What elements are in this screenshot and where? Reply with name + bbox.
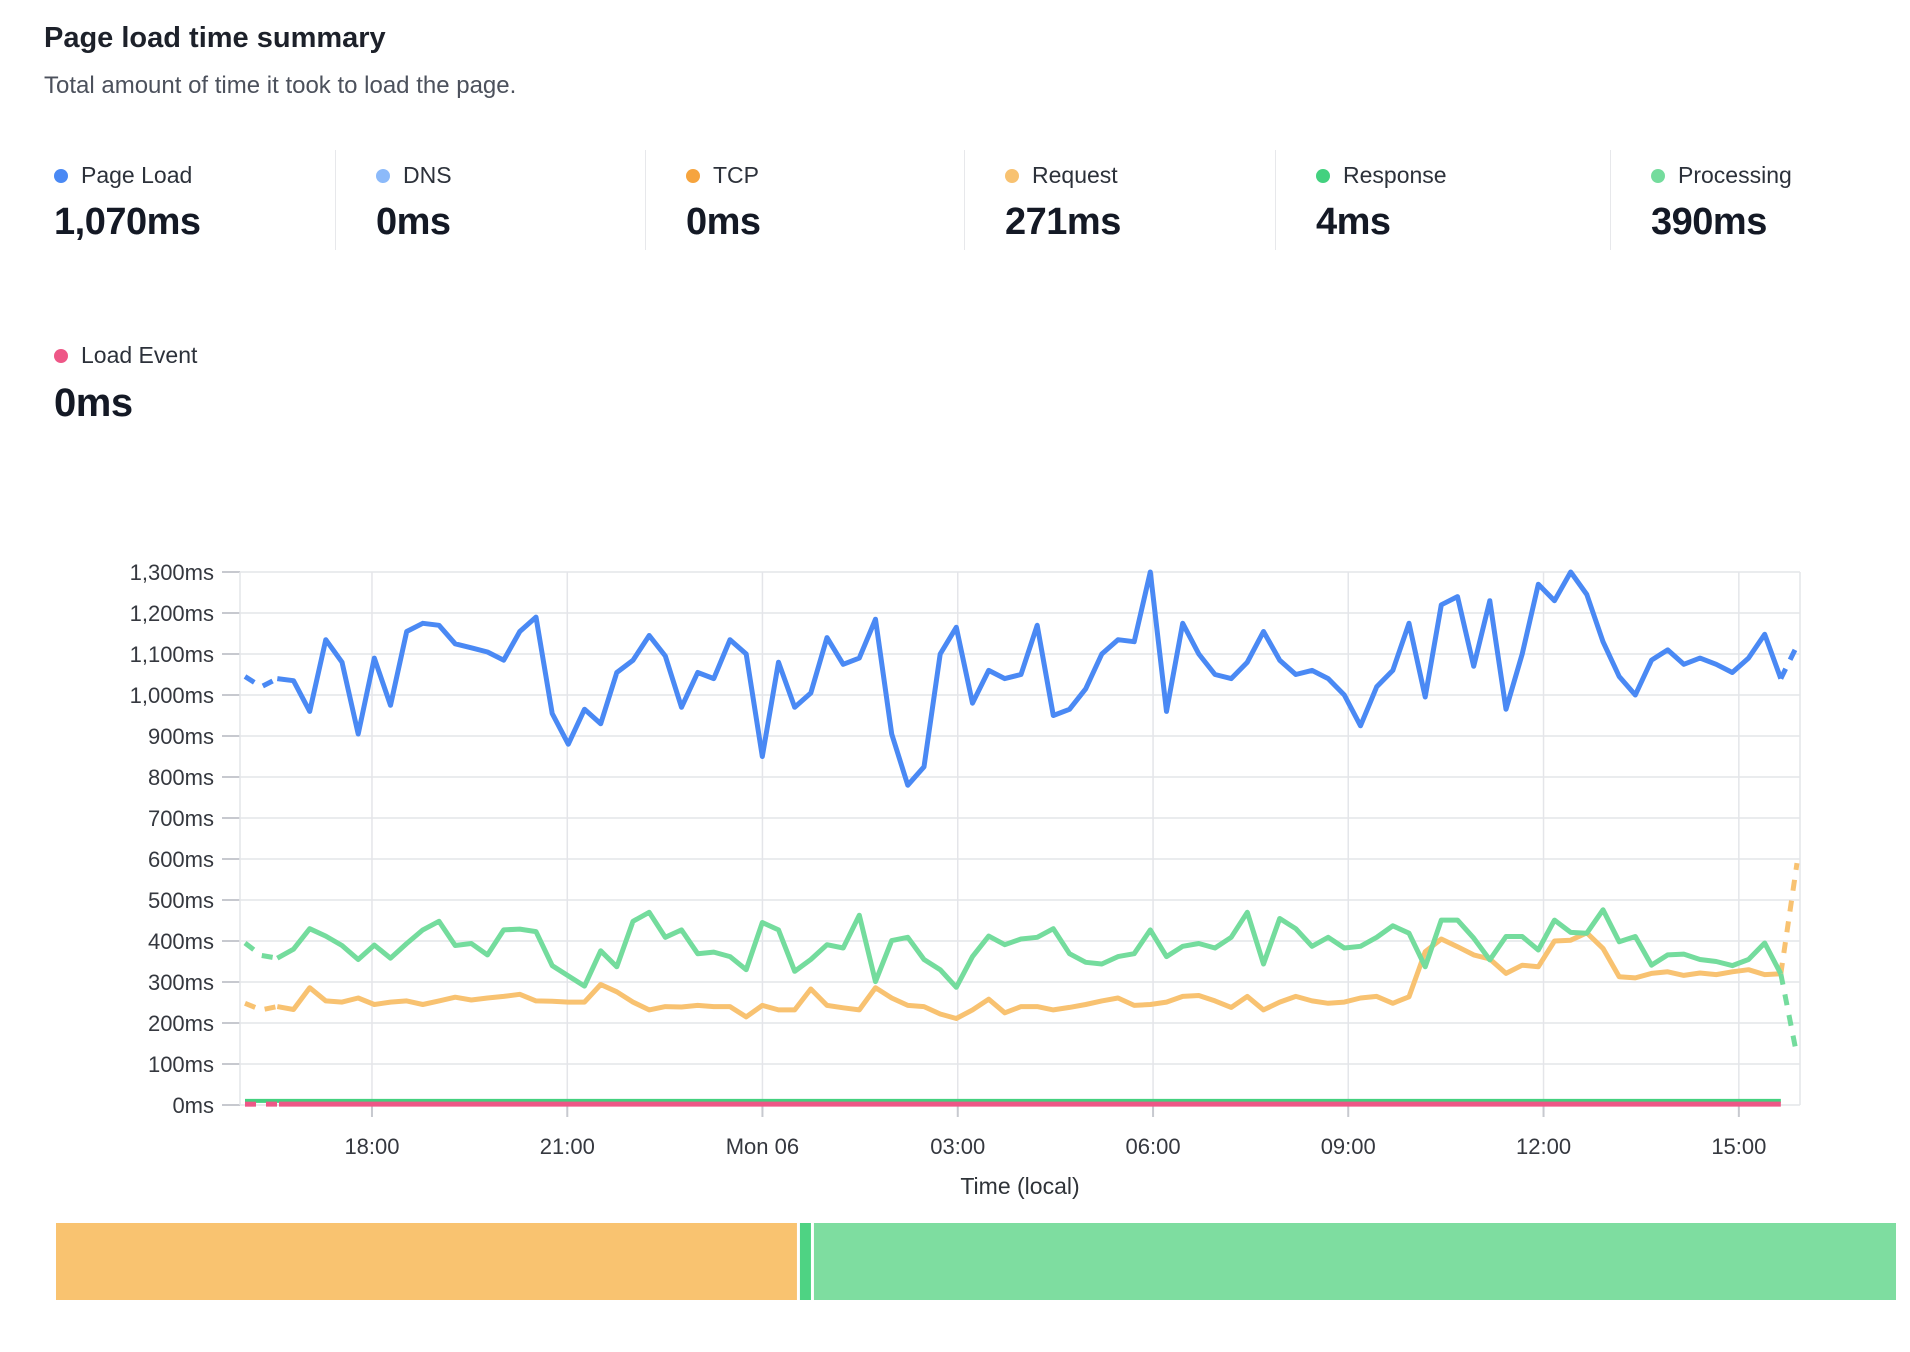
page-load-legend-dot (54, 168, 68, 183)
breakdown-bar-response[interactable] (799, 1223, 811, 1300)
page-title: Page load time summary (44, 22, 386, 54)
y-tick-label: 200ms (148, 1011, 214, 1036)
metrics-row-2: Load Event 0ms (44, 330, 1910, 432)
metric-label: DNS (403, 162, 452, 188)
metric-label: Load Event (81, 342, 198, 368)
series-request[interactable] (276, 930, 1781, 1021)
y-tick-label: 1,000ms (130, 683, 214, 708)
series-page-load-dash-head[interactable] (243, 674, 279, 690)
metrics-row: Page Load 1,070ms DNS 0ms TCP 0ms Reques… (44, 150, 1910, 250)
metric-value: 271ms (1005, 201, 1121, 243)
y-tick-label: 800ms (148, 765, 214, 790)
page-subtitle: Total amount of time it took to load the… (44, 72, 517, 99)
metric-response: Response 4ms (1275, 150, 1610, 250)
metric-value: 1,070ms (54, 201, 201, 243)
metric-tcp: TCP 0ms (645, 150, 964, 250)
y-tick-label: 300ms (148, 970, 214, 995)
x-tick-label: 15:00 (1711, 1134, 1766, 1159)
processing-legend-dot (1651, 168, 1665, 183)
metric-label: Page Load (81, 162, 193, 188)
y-tick-label: 400ms (148, 929, 214, 954)
metric-page-load: Page Load 1,070ms (44, 150, 335, 250)
metric-value: 0ms (54, 381, 133, 425)
series-processing[interactable] (276, 907, 1784, 990)
load-event-legend-dot (54, 348, 68, 363)
breakdown-bar-processing[interactable] (813, 1223, 1897, 1300)
request-legend-dot (1005, 168, 1019, 183)
y-tick-label: 1,300ms (130, 560, 214, 585)
response-legend-dot (1316, 168, 1330, 183)
breakdown-bar-request[interactable] (56, 1223, 797, 1300)
x-axis-title: Time (local) (960, 1173, 1079, 1199)
y-tick-label: 600ms (148, 847, 214, 872)
series-page-load[interactable] (276, 569, 1784, 788)
x-tick-label: 12:00 (1516, 1134, 1571, 1159)
x-tick-label: 21:00 (540, 1134, 595, 1159)
y-tick-label: 900ms (148, 724, 214, 749)
tcp-legend-dot (686, 168, 700, 183)
series-page-load-dash-tail[interactable] (1778, 644, 1800, 680)
metric-value: 4ms (1316, 201, 1391, 243)
y-tick-label: 500ms (148, 888, 214, 913)
y-tick-label: 1,200ms (130, 601, 214, 626)
series-processing-dash-tail[interactable] (1778, 973, 1800, 1057)
x-tick-label: 18:00 (344, 1134, 399, 1159)
metric-value: 0ms (686, 201, 761, 243)
x-tick-label: Mon 06 (726, 1134, 799, 1159)
x-tick-label: 03:00 (930, 1134, 985, 1159)
metric-request: Request 271ms (964, 150, 1275, 250)
y-tick-label: 100ms (148, 1052, 214, 1077)
y-tick-label: 700ms (148, 806, 214, 831)
metric-label: Request (1032, 162, 1118, 188)
metric-value: 390ms (1651, 201, 1767, 243)
metric-load-event: Load Event 0ms (44, 330, 197, 432)
metric-processing: Processing 390ms (1610, 150, 1910, 250)
x-tick-label: 06:00 (1126, 1134, 1181, 1159)
metric-value: 0ms (376, 201, 451, 243)
series-processing-dash-head[interactable] (243, 941, 278, 961)
series-request-dash-head[interactable] (244, 1000, 278, 1013)
y-tick-label: 0ms (172, 1093, 214, 1118)
x-tick-label: 09:00 (1321, 1134, 1376, 1159)
series-request-dash-tail[interactable] (1778, 862, 1800, 975)
metric-label: Processing (1678, 162, 1792, 188)
metric-label: Response (1343, 162, 1447, 188)
metric-label: TCP (713, 162, 759, 188)
y-tick-label: 1,100ms (130, 642, 214, 667)
dns-legend-dot (376, 168, 390, 183)
metric-dns: DNS 0ms (335, 150, 645, 250)
